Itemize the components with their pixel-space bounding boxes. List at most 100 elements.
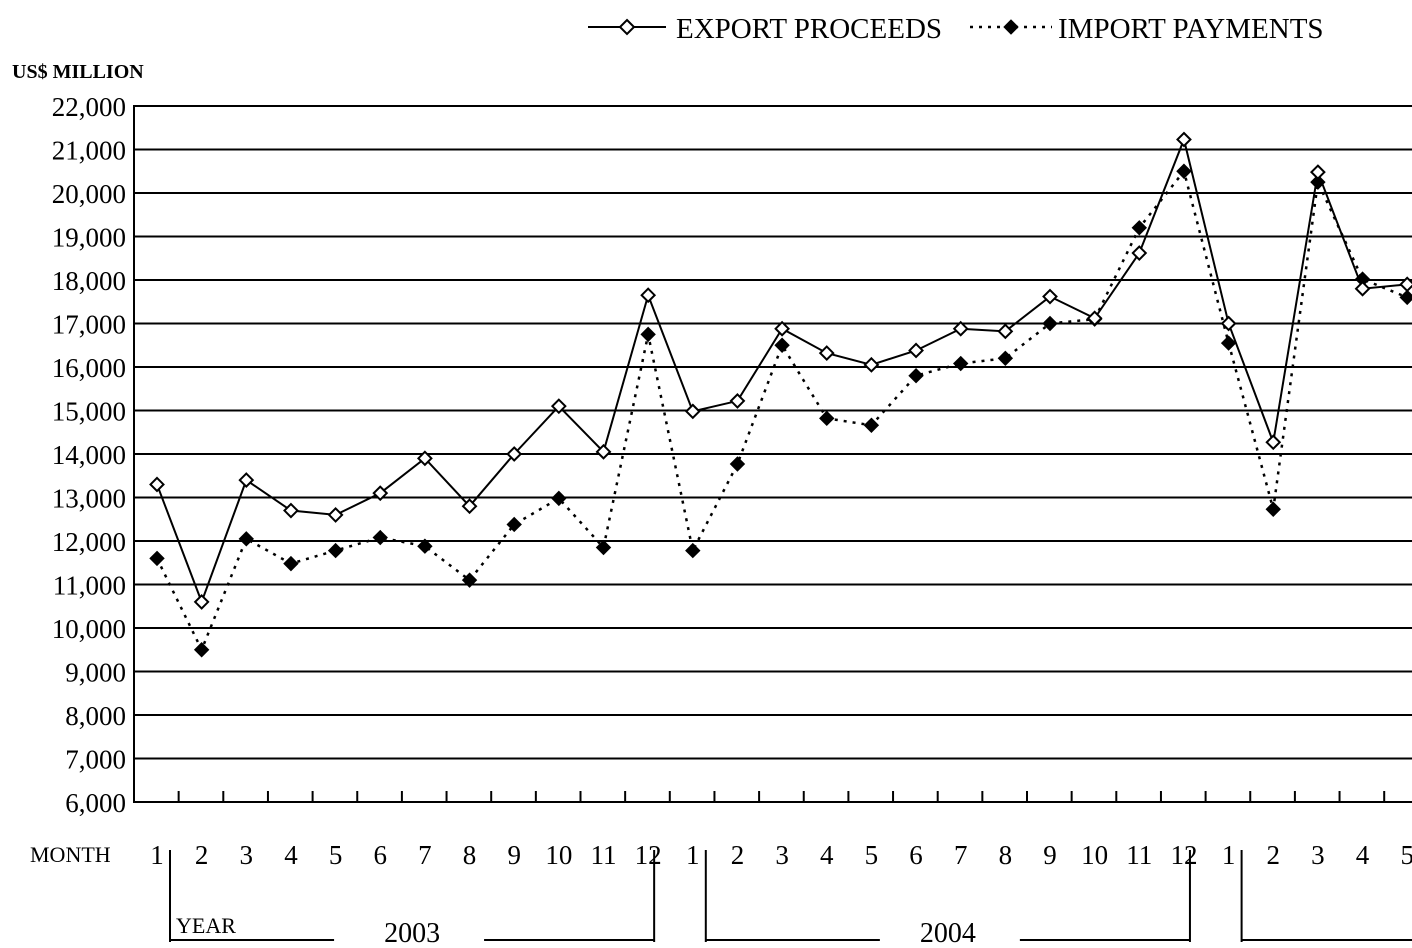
export-point bbox=[595, 443, 612, 460]
x-tick-label: 12 bbox=[1170, 840, 1197, 870]
y-tick-label: 18,000 bbox=[52, 266, 126, 296]
legend-export-label: EXPORT PROCEEDS bbox=[676, 13, 942, 45]
export-point bbox=[416, 450, 433, 467]
export-point bbox=[550, 398, 567, 415]
x-tick-label: 12 bbox=[635, 840, 662, 870]
export-point bbox=[372, 485, 389, 502]
x-tick-label: 3 bbox=[1311, 840, 1325, 870]
grid-lines bbox=[133, 105, 1412, 803]
export-point bbox=[1309, 164, 1326, 181]
legend-import-marker bbox=[1003, 19, 1019, 35]
import-point bbox=[685, 542, 701, 559]
x-tick-label: 7 bbox=[954, 840, 968, 870]
legend: EXPORT PROCEEDS IMPORT PAYMENTS bbox=[588, 13, 1324, 45]
export-point bbox=[1176, 131, 1192, 148]
year-brackets: 2003 2004 bbox=[169, 850, 1412, 948]
x-tick-label: 11 bbox=[591, 840, 617, 870]
y-tick-label: 19,000 bbox=[52, 223, 126, 253]
x-tick-label: 3 bbox=[240, 840, 254, 870]
y-tick-label: 12,000 bbox=[52, 527, 126, 557]
y-tick-label: 13,000 bbox=[52, 484, 126, 514]
x-axis-ticks: 1 2 3 4 5 6 7 8 9 10 11 12 1 2 3 4 5 6 7 8 9 10 11 12 1 2 3 4 5 bbox=[150, 791, 1412, 870]
import-point bbox=[417, 538, 433, 554]
export-point bbox=[640, 287, 657, 304]
y-tick-label: 9,000 bbox=[65, 658, 126, 688]
y-tick-label: 11,000 bbox=[53, 571, 126, 601]
series-export-proceeds bbox=[149, 131, 1412, 610]
import-point bbox=[908, 367, 924, 384]
import-point bbox=[327, 542, 344, 559]
import-point bbox=[1220, 335, 1237, 351]
y-tick-label: 6,000 bbox=[65, 788, 126, 818]
x-tick-label: 5 bbox=[865, 840, 879, 870]
export-point bbox=[684, 403, 701, 420]
x-tick-label: 1 bbox=[1222, 840, 1236, 870]
x-tick-label: 6 bbox=[374, 840, 388, 870]
export-point bbox=[1042, 288, 1058, 305]
year-label-value: 2003 bbox=[384, 918, 440, 948]
import-point bbox=[640, 326, 656, 343]
x-tick-label: 2 bbox=[195, 840, 209, 870]
export-line bbox=[156, 136, 1408, 605]
import-point bbox=[372, 529, 388, 546]
year-label: YEAR bbox=[176, 913, 236, 938]
y-tick-label: 15,000 bbox=[52, 397, 126, 427]
export-point bbox=[1131, 245, 1148, 261]
export-point bbox=[327, 506, 344, 523]
import-point bbox=[1399, 289, 1412, 306]
x-tick-label: 6 bbox=[909, 840, 923, 870]
import-point bbox=[774, 337, 790, 353]
x-axis-label: MONTH bbox=[30, 842, 111, 867]
import-point bbox=[863, 417, 880, 433]
x-tick-label: 4 bbox=[1356, 840, 1370, 870]
export-point bbox=[908, 342, 924, 359]
import-point bbox=[595, 539, 612, 556]
import-point bbox=[193, 642, 210, 658]
export-point bbox=[774, 320, 791, 337]
import-point bbox=[1042, 315, 1058, 332]
import-point bbox=[283, 555, 299, 572]
y-tick-label: 17,000 bbox=[52, 310, 126, 340]
y-tick-label: 7,000 bbox=[65, 745, 126, 775]
export-point bbox=[506, 446, 523, 462]
x-tick-label: 9 bbox=[507, 840, 521, 870]
export-point bbox=[1220, 315, 1237, 332]
import-point bbox=[1176, 163, 1192, 179]
import-point bbox=[1265, 501, 1281, 517]
import-point bbox=[1131, 220, 1148, 236]
import-point bbox=[461, 572, 478, 588]
export-point bbox=[149, 476, 165, 493]
import-point bbox=[149, 550, 165, 567]
import-point bbox=[729, 456, 746, 472]
import-point bbox=[819, 410, 835, 427]
y-tick-label: 14,000 bbox=[52, 440, 126, 470]
export-point bbox=[238, 472, 255, 489]
x-tick-label: 2 bbox=[1267, 840, 1281, 870]
export-point bbox=[1086, 310, 1103, 327]
y-tick-label: 8,000 bbox=[65, 701, 126, 731]
export-point bbox=[461, 498, 478, 515]
x-tick-label: 8 bbox=[463, 840, 477, 870]
import-point bbox=[551, 490, 567, 507]
export-point bbox=[997, 323, 1014, 340]
x-tick-label: 10 bbox=[545, 840, 572, 870]
y-axis-ticks: 6,000 7,000 8,000 9,000 10,000 11,000 12,000 13… bbox=[52, 92, 126, 818]
y-tick-label: 16,000 bbox=[52, 353, 126, 383]
export-point bbox=[818, 345, 835, 361]
y-tick-label: 20,000 bbox=[52, 179, 126, 209]
x-tick-label: 4 bbox=[820, 840, 834, 870]
x-tick-label: 10 bbox=[1081, 840, 1108, 870]
export-point bbox=[283, 502, 299, 519]
export-point bbox=[193, 593, 210, 610]
x-tick-label: 3 bbox=[775, 840, 789, 870]
export-point bbox=[729, 393, 746, 409]
x-tick-label: 4 bbox=[284, 840, 298, 870]
import-point bbox=[997, 350, 1014, 367]
y-tick-label: 22,000 bbox=[52, 92, 126, 122]
x-tick-label: 8 bbox=[999, 840, 1013, 870]
import-point bbox=[952, 355, 969, 372]
import-point bbox=[506, 516, 522, 533]
x-tick-label: 1 bbox=[150, 840, 164, 870]
export-point bbox=[1354, 280, 1371, 297]
x-tick-label: 9 bbox=[1043, 840, 1057, 870]
